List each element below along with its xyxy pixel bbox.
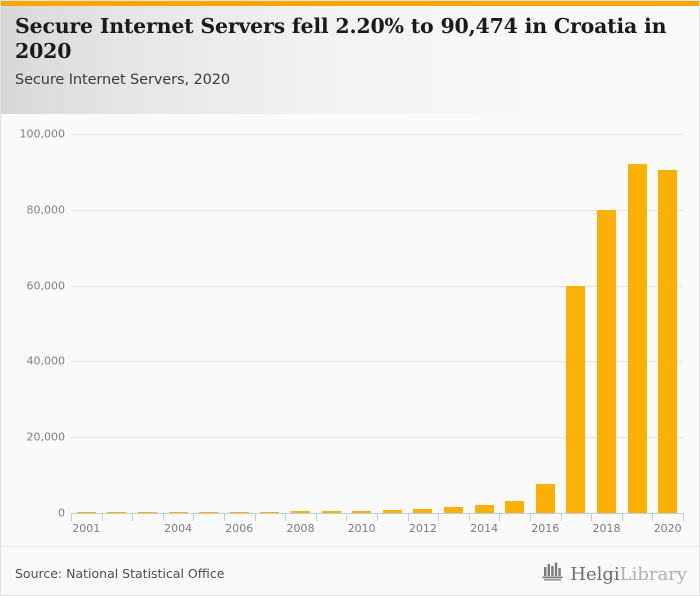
x-axis-tick	[71, 513, 72, 521]
bar-2006[interactable]	[229, 511, 249, 513]
bar-2002[interactable]	[107, 511, 127, 513]
x-axis-tick	[499, 513, 501, 521]
brand-name: HelgiLibrary	[570, 564, 687, 585]
x-axis-tick	[224, 513, 225, 521]
gridline	[71, 361, 683, 363]
x-axis-tick	[530, 513, 531, 521]
x-axis-label-2008: 2008	[286, 522, 315, 535]
x-axis-tick	[346, 513, 348, 521]
x-axis-tick	[101, 513, 103, 521]
bar-2004[interactable]	[168, 511, 188, 513]
y-axis-label: 100,000	[19, 127, 66, 141]
x-axis-tick	[468, 513, 470, 521]
bar-2005[interactable]	[199, 511, 219, 513]
x-axis-label-2016: 2016	[531, 522, 560, 535]
y-axis-label: 80,000	[26, 203, 66, 217]
bar-2012[interactable]	[413, 508, 433, 513]
source-note: Source: National Statistical Office	[15, 566, 225, 581]
gridline	[71, 209, 683, 211]
bar-2019[interactable]	[627, 164, 647, 513]
x-axis-tick	[285, 513, 287, 521]
bar-2016[interactable]	[535, 484, 555, 513]
x-axis-label-2020: 2020	[653, 522, 682, 535]
gridline	[71, 285, 683, 287]
gridline	[71, 437, 683, 439]
x-axis-tick	[621, 513, 623, 521]
gridline	[71, 134, 683, 135]
x-axis-label-2001: 2001	[72, 522, 101, 535]
x-axis-tick	[132, 513, 134, 521]
bar-2003[interactable]	[138, 511, 157, 513]
brand-logo[interactable]: HelgiLibrary	[541, 561, 687, 587]
chart-subtitle: Secure Internet Servers, 2020	[15, 72, 230, 88]
x-axis-tick	[652, 513, 654, 521]
brand-name-secondary: Library	[619, 563, 687, 585]
page-title: Secure Internet Servers fell 2.20% to 90…	[15, 14, 667, 63]
x-axis-tick	[407, 513, 409, 521]
x-axis-label-2012: 2012	[408, 522, 437, 535]
y-axis-label: 40,000	[26, 354, 66, 368]
bar-2007[interactable]	[260, 511, 280, 513]
x-axis-tick	[683, 513, 684, 521]
x-axis-label-2010: 2010	[347, 522, 376, 535]
bar-chart-building-icon	[541, 561, 565, 587]
bar-2001[interactable]	[76, 511, 96, 513]
bar-2018[interactable]	[597, 209, 616, 513]
x-axis-tick	[193, 513, 195, 521]
x-axis-label-2014: 2014	[470, 522, 499, 535]
bar-2020[interactable]	[658, 170, 678, 513]
x-axis-tick	[438, 513, 440, 521]
x-axis-tick	[377, 513, 378, 521]
x-axis-tick	[315, 513, 317, 521]
chart-footer: Source: National Statistical Office Helg…	[1, 546, 699, 595]
chart-header: Secure Internet Servers fell 2.20% to 90…	[1, 6, 699, 114]
y-axis-label: 60,000	[26, 279, 66, 293]
top-accent-bar	[1, 1, 699, 6]
bar-2015[interactable]	[505, 501, 525, 513]
bar-2013[interactable]	[444, 507, 463, 513]
x-axis-label-2004: 2004	[164, 522, 193, 535]
bar-2008[interactable]	[291, 511, 310, 513]
bar-2011[interactable]	[382, 509, 402, 513]
x-axis-label-2018: 2018	[592, 522, 621, 535]
x-axis-tick	[254, 513, 256, 521]
y-axis-label: 0	[58, 506, 65, 520]
x-axis-label-2006: 2006	[225, 522, 254, 535]
chart-plot-area: 0 20,000 40,000 60,000 80,000 100,000 2001 200…	[1, 114, 699, 546]
bar-2009[interactable]	[321, 511, 341, 513]
x-axis-tick	[560, 513, 562, 521]
bar-2017[interactable]	[566, 285, 586, 513]
x-axis-tick	[591, 513, 593, 521]
bar-2010[interactable]	[352, 510, 372, 513]
brand-name-primary: Helgi	[570, 563, 620, 585]
bar-2014[interactable]	[474, 505, 494, 513]
y-axis-label: 20,000	[26, 430, 66, 444]
x-axis-tick	[162, 513, 164, 521]
